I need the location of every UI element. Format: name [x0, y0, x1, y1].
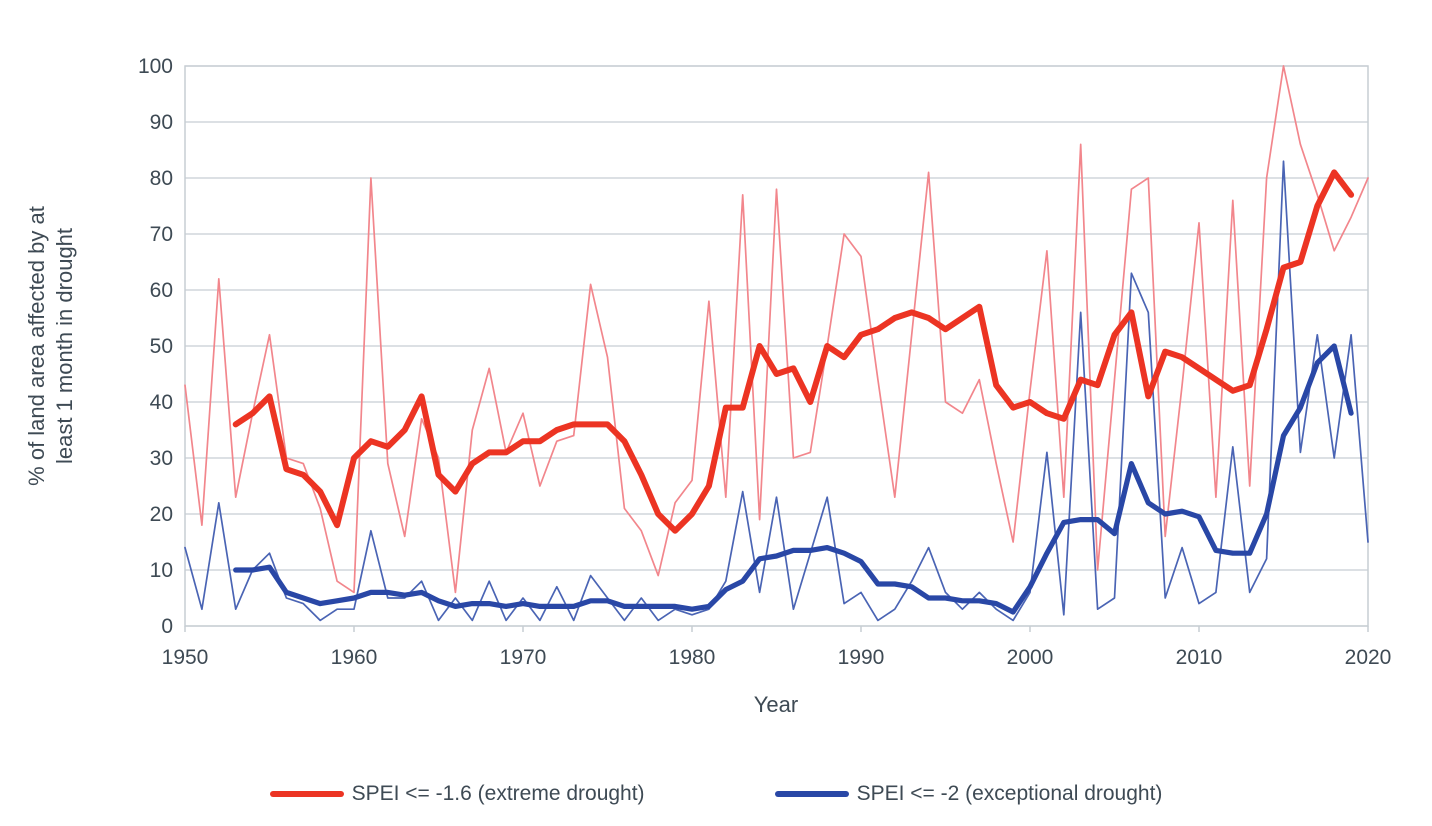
x-tick-label-1970: 1970 [500, 646, 547, 669]
x-axis-title: Year [754, 692, 798, 717]
y-tick-label-10: 10 [150, 559, 173, 582]
legend-item-extreme-drought: SPEI <= -1.6 (extreme drought) [269, 782, 645, 806]
line-annual-exceptional [184, 160, 1369, 622]
x-axis-tick-labels: 1950 1960 1970 1980 1990 2000 2010 2020 [162, 646, 1392, 669]
y-axis-tick-labels: 0 10 20 30 40 50 60 70 80 90 100 [138, 55, 173, 638]
x-tick-label-2010: 2010 [1176, 646, 1223, 669]
gridlines [185, 65, 1368, 627]
plot-frame [184, 65, 1369, 632]
x-tick-label-2000: 2000 [1007, 646, 1054, 669]
y-tick-label-80: 80 [150, 167, 173, 190]
line-annual-extreme [184, 65, 1369, 594]
y-tick-label-70: 70 [150, 223, 173, 246]
y-tick-label-60: 60 [150, 279, 173, 302]
legend-item-exceptional-drought: SPEI <= -2 (exceptional drought) [774, 782, 1163, 806]
x-tick-label-1950: 1950 [162, 646, 209, 669]
chart-legend: SPEI <= -1.6 (extreme drought) SPEI <= -… [0, 782, 1432, 806]
x-tick-label-1990: 1990 [838, 646, 885, 669]
y-tick-label-20: 20 [150, 503, 173, 526]
legend-swatch-red-line [269, 791, 344, 797]
y-tick-label-0: 0 [161, 615, 173, 638]
y-tick-label-30: 30 [150, 447, 173, 470]
legend-swatch-blue-line [774, 791, 849, 797]
y-axis-title-line1: % of land area affected by at [24, 206, 49, 486]
series-lines [184, 65, 1369, 622]
plot-border [184, 65, 1369, 627]
line-smoothed-extreme [232, 169, 1355, 534]
legend-label-extreme-drought: SPEI <= -1.6 (extreme drought) [351, 782, 645, 805]
y-tick-label-50: 50 [150, 335, 173, 358]
line-smoothed-exceptional [233, 343, 1354, 615]
x-tick-label-2020: 2020 [1345, 646, 1392, 669]
legend-label-exceptional-drought: SPEI <= -2 (exceptional drought) [856, 782, 1163, 805]
x-tick-label-1960: 1960 [331, 646, 378, 669]
y-tick-label-100: 100 [138, 55, 173, 78]
y-tick-label-90: 90 [150, 111, 173, 134]
y-axis-title-line2: least 1 month in drought [52, 228, 77, 464]
x-tick-label-1980: 1980 [669, 646, 716, 669]
y-tick-label-40: 40 [150, 391, 173, 414]
